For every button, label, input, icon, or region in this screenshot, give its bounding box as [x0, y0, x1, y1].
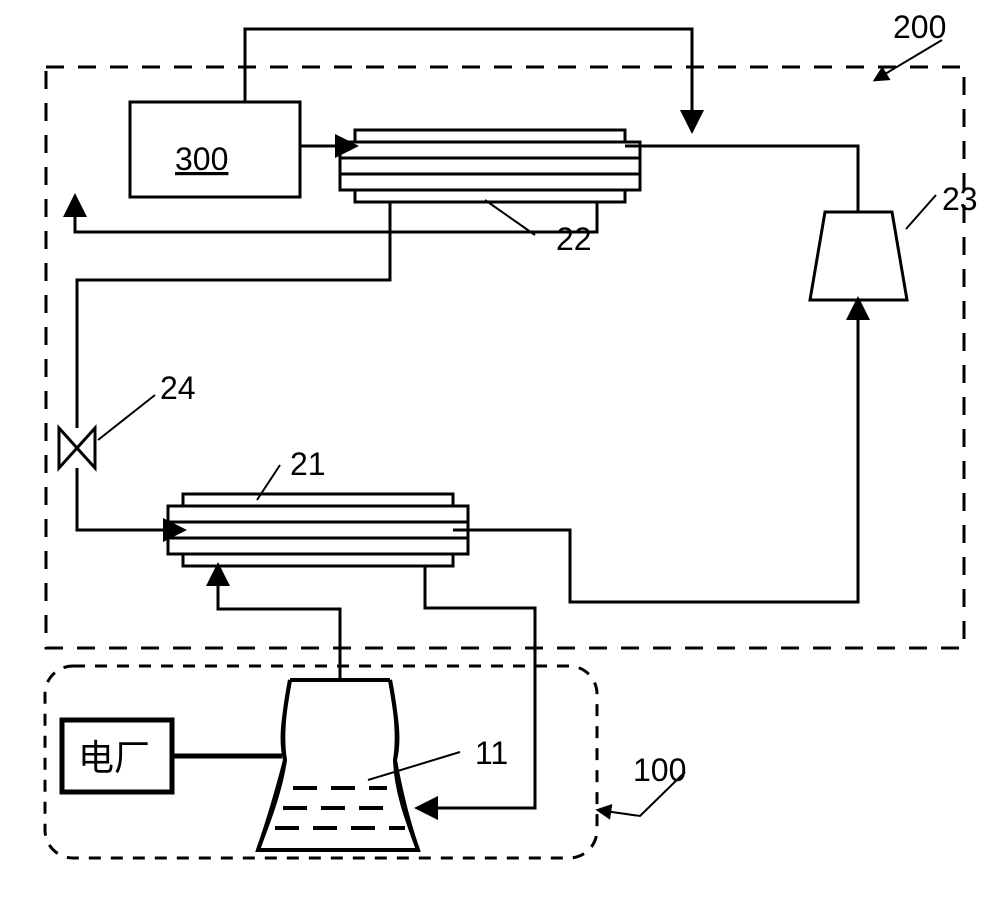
- pipe-hx22-to-turbine: [625, 146, 858, 212]
- leader-23: [906, 195, 936, 229]
- label-24: 24: [160, 370, 196, 406]
- label-11: 11: [475, 735, 508, 771]
- leader-24: [98, 395, 155, 440]
- pipe-hx21-to-tower: [418, 566, 535, 808]
- turbine-23: [810, 212, 907, 300]
- label-100: 100: [633, 752, 686, 788]
- label-plant: 电厂: [78, 737, 150, 778]
- leader-200: [875, 40, 942, 80]
- pipe-tower-to-hx21: [218, 566, 340, 680]
- label-21: 21: [290, 446, 326, 482]
- label-200: 200: [893, 9, 946, 45]
- label-300: 300: [175, 141, 228, 177]
- cooling-tower-11: [258, 680, 418, 850]
- label-23: 23: [942, 181, 978, 217]
- pipe-hx21-to-turbine: [453, 300, 858, 602]
- label-22: 22: [556, 221, 592, 257]
- heat-exchanger-22: [340, 130, 640, 202]
- valve-24: [59, 409, 95, 487]
- leader-22: [485, 200, 535, 235]
- pipe-300-top-loop-to-hx22: [245, 29, 692, 130]
- heat-exchanger-21: [168, 494, 468, 566]
- diagram-canvas: 200 300 22 23 24 21 11 100 电厂: [0, 0, 1000, 898]
